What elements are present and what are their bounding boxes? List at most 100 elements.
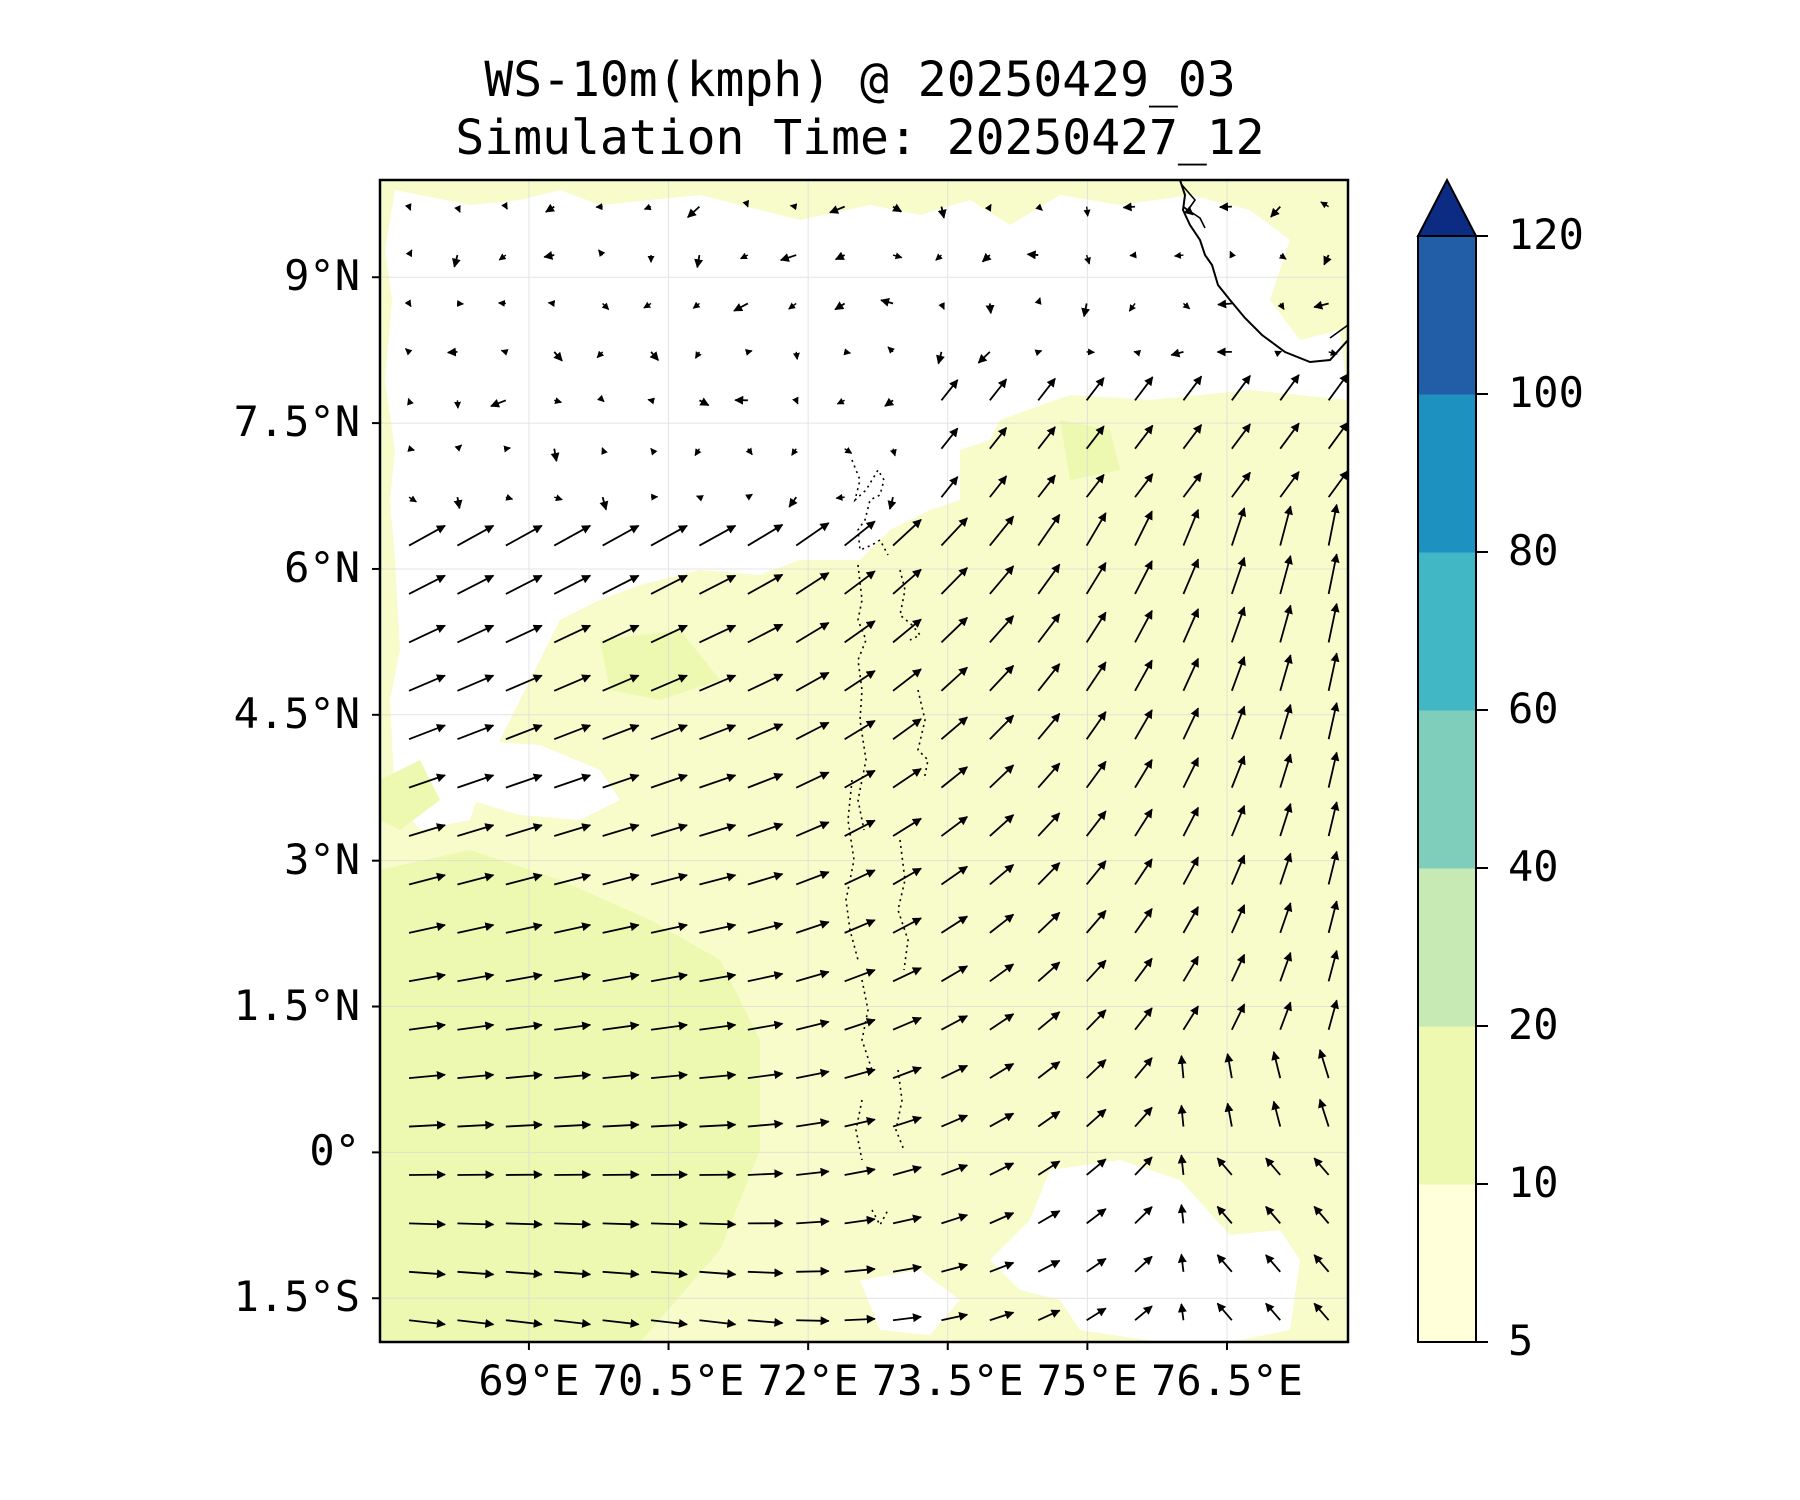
- wind-arrow: [699, 1318, 737, 1328]
- wind-arrow: [457, 674, 495, 692]
- wind-arrow: [505, 574, 543, 595]
- wind-arrow: [602, 773, 640, 789]
- x-tick-label: 72°E: [757, 1356, 859, 1405]
- wind-arrow: [501, 201, 508, 210]
- wind-arrow: [1134, 560, 1153, 595]
- colorbar: [1416, 177, 1488, 1343]
- wind-arrow: [791, 448, 799, 456]
- wind-arrow: [453, 496, 463, 510]
- wind-arrow: [1231, 1003, 1246, 1031]
- wind-arrow: [1230, 705, 1246, 740]
- wind-arrow: [651, 1219, 688, 1229]
- wind-arrow: [408, 971, 446, 983]
- wind-arrow: [941, 1213, 969, 1225]
- wind-arrow: [699, 872, 737, 886]
- wind-arrow: [699, 724, 737, 741]
- wind-arrow: [1327, 503, 1340, 546]
- wind-arrow: [1085, 860, 1107, 886]
- wind-arrow: [1085, 909, 1107, 934]
- wind-arrow: [596, 350, 605, 359]
- colorbar-segment: [1418, 236, 1476, 395]
- wind-arrow: [1313, 300, 1329, 310]
- wind-arrow: [650, 872, 688, 886]
- wind-arrow: [1035, 203, 1043, 211]
- wind-arrow: [1216, 1254, 1233, 1273]
- wind-arrow: [1279, 505, 1293, 546]
- wind-arrow: [650, 524, 688, 547]
- wind-arrow: [892, 1016, 922, 1031]
- wind-arrow: [1182, 302, 1191, 310]
- wind-arrow: [1034, 297, 1042, 305]
- x-tick-label: 70.5°E: [592, 1356, 745, 1405]
- colorbar-extend-max: [1416, 177, 1478, 237]
- wind-arrow: [1231, 755, 1246, 788]
- wind-arrow: [989, 615, 1015, 643]
- x-tick-label: 75°E: [1036, 1356, 1138, 1405]
- wind-arrow: [1216, 1157, 1233, 1176]
- wind-arrow: [1231, 374, 1251, 401]
- wind-arrow: [1134, 424, 1154, 450]
- light-patches: [380, 420, 1120, 1342]
- wind-arrow: [1279, 422, 1300, 450]
- wind-arrow: [1224, 1102, 1234, 1127]
- wind-arrow: [940, 517, 968, 547]
- wind-arrow: [1278, 252, 1287, 260]
- wind-arrow: [1129, 251, 1137, 259]
- wind-arrow: [795, 920, 830, 934]
- wind-arrow: [1134, 957, 1153, 982]
- wind-arrow: [1085, 473, 1105, 498]
- wind-arrow: [892, 1165, 922, 1176]
- wind-arrow: [1086, 1307, 1107, 1321]
- wind-arrow: [989, 913, 1015, 934]
- wind-arrow: [692, 301, 701, 309]
- wind-arrow: [408, 872, 446, 886]
- wind-arrow: [553, 624, 592, 644]
- wind-arrow: [795, 721, 830, 741]
- wind-arrow: [505, 674, 543, 692]
- wind-arrow: [1037, 812, 1061, 837]
- wind-arrow: [941, 1114, 969, 1128]
- wind-arrow: [1037, 613, 1061, 643]
- y-tick-label: 7.5°N: [233, 397, 360, 447]
- wind-arrow: [844, 1215, 876, 1225]
- wind-arrow: [650, 971, 688, 983]
- wind-arrow: [788, 496, 798, 508]
- wind-arrow: [1271, 1051, 1282, 1079]
- wind-arrow: [880, 297, 894, 307]
- wind-arrow: [1085, 760, 1107, 789]
- wind-arrow: [505, 1120, 543, 1130]
- wind-arrow: [935, 253, 943, 261]
- wind-arrow: [404, 203, 412, 211]
- wind-arrow: [940, 476, 959, 498]
- wind-arrow: [796, 1019, 830, 1031]
- y-tick-label: 1.5°S: [233, 1272, 360, 1322]
- wind-arrow: [1182, 375, 1203, 401]
- wind-arrow: [500, 349, 509, 356]
- wind-arrow: [553, 574, 592, 595]
- wind-arrow: [989, 764, 1015, 789]
- wind-arrow: [989, 1212, 1015, 1225]
- wind-arrow: [795, 671, 830, 692]
- wind-arrow: [892, 1066, 922, 1079]
- wind-arrow: [892, 817, 922, 837]
- colorbar-tick-label: 60: [1508, 684, 1559, 733]
- y-tick-label: 4.5°N: [233, 688, 360, 738]
- wind-arrow: [1318, 1098, 1330, 1127]
- wind-arrow: [1085, 512, 1107, 547]
- wind-arrow: [844, 968, 876, 983]
- wind-arrow: [505, 922, 543, 934]
- wind-arrow: [505, 1219, 543, 1229]
- wind-arrow: [989, 814, 1015, 837]
- wind-arrow: [989, 1261, 1015, 1273]
- wind-arrow: [1313, 1254, 1330, 1273]
- wind-arrow: [1037, 1011, 1061, 1031]
- wind-arrow: [844, 520, 876, 547]
- wind-arrow: [599, 496, 609, 511]
- wind-arrow: [1323, 254, 1332, 266]
- wind-arrow: [779, 253, 797, 262]
- wind-arrow: [1134, 659, 1153, 692]
- wind-arrow: [553, 823, 592, 837]
- wind-arrow: [1279, 803, 1293, 837]
- wind-arrow: [1182, 608, 1200, 643]
- wind-arrow: [796, 1167, 830, 1177]
